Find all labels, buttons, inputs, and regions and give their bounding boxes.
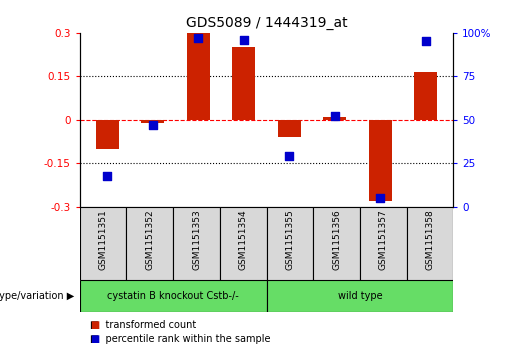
Text: wild type: wild type [337,291,382,301]
Text: GSM1151356: GSM1151356 [332,209,341,270]
Bar [369,120,392,201]
Bar [267,207,313,280]
Bar [127,207,173,280]
Text: genotype/variation ▶: genotype/variation ▶ [0,291,75,301]
Text: GSM1151351: GSM1151351 [99,209,108,270]
Bar [173,207,220,280]
Bar [80,207,127,280]
Point [239,37,248,42]
Point [194,35,202,41]
Text: GSM1151357: GSM1151357 [379,209,388,270]
Bar [232,47,255,120]
Point [285,154,294,159]
Point [331,113,339,119]
Text: ■  transformed count: ■ transformed count [90,320,196,330]
Title: GDS5089 / 1444319_at: GDS5089 / 1444319_at [186,16,347,30]
Bar [323,117,346,120]
Text: ■  percentile rank within the sample: ■ percentile rank within the sample [90,334,270,344]
Bar [96,120,118,149]
Text: GSM1151358: GSM1151358 [425,209,434,270]
Point [148,122,157,128]
Text: ■: ■ [90,320,99,330]
Bar [313,207,360,280]
Text: ■: ■ [90,334,99,344]
Text: GSM1151354: GSM1151354 [238,209,248,270]
Bar [220,207,267,280]
Bar [267,280,453,312]
Bar [187,33,210,120]
Point [103,173,111,179]
Bar [80,280,267,312]
Point [422,38,430,44]
Text: GSM1151353: GSM1151353 [192,209,201,270]
Bar [141,120,164,123]
Bar [406,207,453,280]
Point [376,195,385,201]
Text: GSM1151352: GSM1151352 [145,209,154,270]
Text: cystatin B knockout Cstb-/-: cystatin B knockout Cstb-/- [107,291,239,301]
Bar [360,207,406,280]
Text: GSM1151355: GSM1151355 [285,209,295,270]
Bar [415,72,437,120]
Bar [278,120,301,137]
